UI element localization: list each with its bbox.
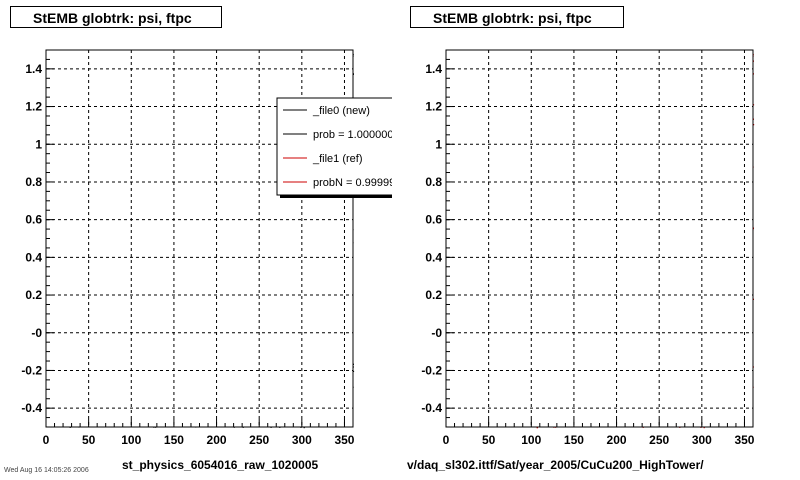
left-chart-title: StEMB globtrk: psi, ftpc — [10, 6, 222, 28]
right-chart-title: StEMB globtrk: psi, ftpc — [410, 6, 624, 28]
left-point — [303, 427, 305, 429]
